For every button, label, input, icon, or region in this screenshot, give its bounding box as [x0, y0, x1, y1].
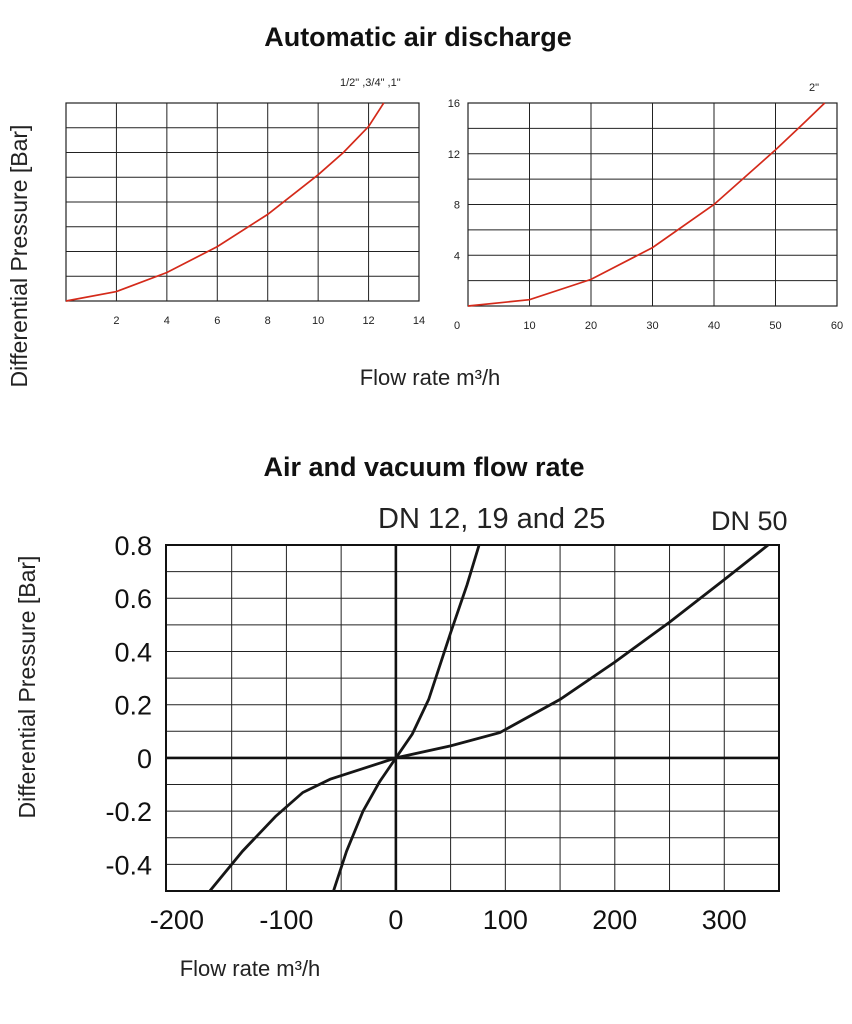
chart1-x-tick-label: 4	[164, 315, 170, 327]
chart2-x-tick-label: 60	[831, 320, 843, 332]
chart3-x-tick-label: 0	[388, 905, 403, 935]
chart-small-sizes: 2 4 6 8 10 12 14 1/2" ,3/4" ,1"	[65, 77, 425, 327]
chart3-series-label-dn12: DN 12, 19 and 25	[378, 503, 605, 535]
chart3-y-tick-label: -0.4	[105, 850, 152, 880]
chart1-x-tick-label: 10	[312, 315, 324, 327]
chart1-x-tick-label: 2	[113, 315, 119, 327]
chart1-series-line	[65, 102, 385, 302]
top-xlabel: Flow rate m³/h	[360, 365, 501, 390]
chart2-x-tick-label: 30	[646, 320, 658, 332]
bottom-title: Air and vacuum flow rate	[263, 452, 584, 482]
chart3-y-tick-label: 0.4	[114, 637, 152, 667]
chart1-x-tick-label: 6	[214, 315, 220, 327]
chart2-x-tick-label: 20	[585, 320, 597, 332]
chart3-x-tick-label: -100	[259, 905, 313, 935]
chart3-frame	[165, 544, 780, 892]
chart3-y-tick-label: 0.8	[114, 531, 152, 561]
chart2-grid	[468, 103, 837, 306]
bottom-ylabel: Differential Pressure [Bar]	[14, 556, 40, 819]
chart3-y-tick-label: -0.2	[105, 797, 152, 827]
chart1-grid	[66, 103, 419, 301]
chart3-grid	[166, 545, 779, 891]
chart-air-vacuum: -200 -100 0 100 200 300 0.8 0.6 0.4 0.2 0 -0.2 -0.4…	[105, 503, 787, 935]
chart-2-inch: 0 10 20 30 40 50 60 4 8 12 16 2"	[448, 82, 843, 332]
bottom-xlabel: Flow rate m³/h	[180, 956, 321, 981]
chart1-frame	[65, 102, 420, 302]
chart2-x-tick-label: 0	[454, 320, 460, 332]
chart2-y-tick-label: 4	[454, 250, 460, 262]
chart3-x-ticks: -200 -100 0 100 200 300	[150, 905, 747, 935]
chart3-y-tick-label: 0	[137, 744, 152, 774]
chart2-x-tick-label: 40	[708, 320, 720, 332]
chart2-y-ticks: 4 8 12 16	[448, 98, 460, 262]
chart1-x-tick-label: 14	[413, 315, 425, 327]
chart2-y-tick-label: 12	[448, 149, 460, 161]
chart2-x-tick-label: 10	[523, 320, 535, 332]
chart3-series-label-dn50: DN 50	[711, 506, 788, 536]
chart3-x-tick-label: 300	[702, 905, 747, 935]
chart1-x-tick-label: 12	[362, 315, 374, 327]
chart2-y-tick-label: 16	[448, 98, 460, 110]
chart2-series-line	[467, 102, 826, 307]
chart2-x-tick-label: 50	[769, 320, 781, 332]
chart3-series-dn12-line	[332, 544, 481, 892]
chart1-x-tick-label: 8	[265, 315, 271, 327]
chart3-x-tick-label: 100	[483, 905, 528, 935]
chart3-x-tick-label: 200	[592, 905, 637, 935]
chart1-series-label: 1/2" ,3/4" ,1"	[340, 77, 401, 89]
chart3-y-tick-label: 0.2	[114, 691, 152, 721]
chart2-x-ticks: 0 10 20 30 40 50 60	[454, 320, 843, 332]
chart3-series-dn50-line	[208, 543, 769, 892]
chart2-y-tick-label: 8	[454, 200, 460, 212]
top-title: Automatic air discharge	[264, 22, 572, 52]
chart2-series-label: 2"	[809, 82, 819, 94]
chart3-x-tick-label: -200	[150, 905, 204, 935]
top-ylabel: Differential Pressure [Bar]	[6, 125, 32, 388]
chart2-frame	[467, 102, 838, 307]
chart3-y-ticks: 0.8 0.6 0.4 0.2 0 -0.2 -0.4	[105, 531, 152, 880]
chart3-y-tick-label: 0.6	[114, 584, 152, 614]
chart1-x-ticks: 2 4 6 8 10 12 14	[113, 315, 425, 327]
